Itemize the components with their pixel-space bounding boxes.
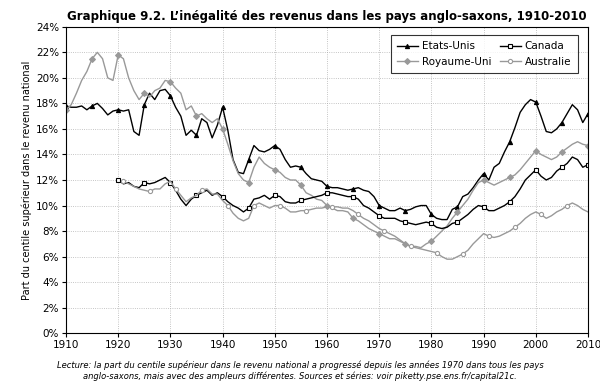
- Etats-Unis: [62, 104, 70, 108]
- Australie: [443, 257, 451, 262]
- Canada: [235, 206, 242, 210]
- Etats-Unis: [464, 192, 472, 196]
- Royaume-Uni: [418, 246, 425, 250]
- Text: Lecture: la part du centile supérieur dans le revenu national a progressé depuis: Lecture: la part du centile supérieur da…: [56, 360, 544, 381]
- Canada: [386, 216, 393, 221]
- Royaume-Uni: [94, 50, 101, 55]
- Australie: [511, 225, 518, 229]
- Royaume-Uni: [584, 143, 592, 148]
- Etats-Unis: [438, 217, 445, 222]
- Royaume-Uni: [438, 229, 445, 233]
- Canada: [579, 165, 586, 170]
- Australie: [449, 257, 456, 262]
- Canada: [569, 155, 576, 159]
- Royaume-Uni: [308, 193, 315, 198]
- Etats-Unis: [161, 87, 169, 92]
- Canada: [438, 226, 445, 231]
- Etats-Unis: [433, 216, 440, 221]
- Line: Canada: Canada: [116, 155, 590, 231]
- Canada: [115, 178, 122, 182]
- Royaume-Uni: [381, 234, 388, 239]
- Australie: [569, 201, 576, 205]
- Canada: [517, 187, 524, 191]
- Etats-Unis: [308, 177, 315, 181]
- Etats-Unis: [584, 111, 592, 116]
- Canada: [224, 200, 232, 204]
- Australie: [120, 179, 127, 183]
- Legend: Etats-Unis, Royaume-Uni, Canada, Australie: Etats-Unis, Royaume-Uni, Canada, Austral…: [391, 35, 578, 73]
- Australie: [261, 203, 268, 208]
- Line: Etats-Unis: Etats-Unis: [64, 87, 590, 222]
- Australie: [522, 216, 529, 221]
- Australie: [182, 200, 190, 204]
- Royaume-Uni: [198, 111, 205, 116]
- Etats-Unis: [99, 106, 106, 111]
- Title: Graphique 9.2. L’inégalité des revenus dans les pays anglo-saxons, 1910-2010: Graphique 9.2. L’inégalité des revenus d…: [67, 10, 587, 23]
- Line: Australie: Australie: [121, 179, 590, 261]
- Canada: [172, 188, 179, 193]
- Y-axis label: Part du centile supérieur dans le revenu national: Part du centile supérieur dans le revenu…: [21, 60, 32, 300]
- Etats-Unis: [381, 206, 388, 210]
- Australie: [584, 210, 592, 214]
- Line: Royaume-Uni: Royaume-Uni: [64, 50, 590, 250]
- Canada: [584, 162, 592, 167]
- Royaume-Uni: [464, 197, 472, 201]
- Royaume-Uni: [62, 108, 70, 112]
- Etats-Unis: [198, 116, 205, 121]
- Royaume-Uni: [104, 75, 112, 80]
